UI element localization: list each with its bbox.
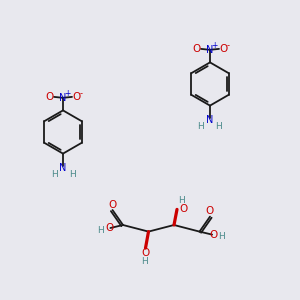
- Text: +: +: [211, 41, 217, 50]
- Text: O: O: [108, 200, 117, 210]
- Text: -: -: [226, 41, 230, 50]
- Text: H: H: [69, 170, 75, 179]
- Text: O: O: [209, 230, 218, 240]
- Text: +: +: [64, 89, 70, 98]
- Text: N: N: [59, 93, 67, 103]
- Text: N: N: [206, 45, 214, 55]
- Text: -: -: [80, 89, 82, 98]
- Text: H: H: [216, 122, 222, 131]
- Text: O: O: [141, 248, 150, 259]
- Text: O: O: [219, 44, 227, 54]
- Text: O: O: [193, 44, 201, 54]
- Text: H: H: [51, 170, 57, 179]
- Text: H: H: [141, 257, 147, 266]
- Text: H: H: [218, 232, 225, 241]
- Text: H: H: [198, 122, 204, 131]
- Text: N: N: [206, 115, 214, 125]
- Text: O: O: [46, 92, 54, 102]
- Text: H: H: [178, 196, 185, 205]
- Text: O: O: [105, 223, 113, 233]
- Text: N: N: [59, 163, 67, 173]
- Text: O: O: [206, 206, 214, 216]
- Text: H: H: [98, 226, 104, 235]
- Text: O: O: [179, 204, 188, 214]
- Text: O: O: [72, 92, 80, 102]
